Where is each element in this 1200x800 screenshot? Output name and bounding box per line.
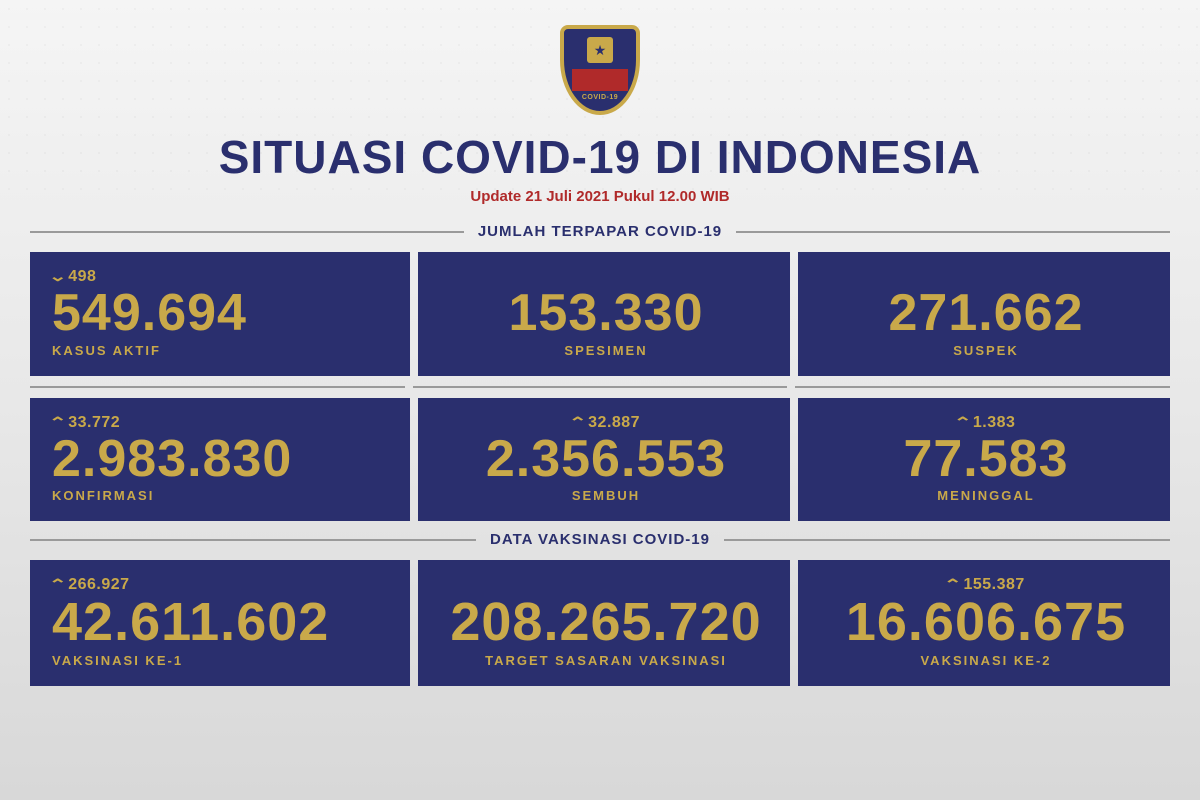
value-deaths: 77.583 [812,432,1160,487]
exposure-label: JUMLAH TERPAPAR COVID-19 [478,223,722,240]
label-dose1: VAKSINASI KE-1 [52,653,400,668]
taskforce-logo: ★ COVID-19 [560,25,640,115]
value-specimen: 153.330 [432,286,780,341]
vaccination-row: 266.927 42.611.602 VAKSINASI KE-1 208.26… [30,560,1170,686]
card-target: 208.265.720 TARGET SASARAN VAKSINASI [418,560,790,686]
chevron-up-icon [52,576,64,593]
card-specimen: 153.330 SPESIMEN [418,252,790,376]
vaccination-label: DATA VAKSINASI COVID-19 [490,531,710,548]
value-active: 549.694 [52,286,400,341]
card-confirmed: 33.772 2.983.830 KONFIRMASI [30,398,410,522]
delta-value: 266.927 [68,576,129,593]
logo-wrap: ★ COVID-19 [30,25,1170,120]
chevron-up-icon [947,576,959,593]
label-specimen: SPESIMEN [432,343,780,358]
chevron-up-icon [957,414,969,431]
divider [724,539,1170,541]
delta-value: 155.387 [963,576,1024,593]
value-dose2: 16.606.675 [812,594,1160,651]
value-confirmed: 2.983.830 [52,432,400,487]
delta-value: 32.887 [588,414,640,431]
update-timestamp: Update 21 Juli 2021 Pukul 12.00 WIB [30,188,1170,205]
delta-value: 498 [68,268,96,285]
exposure-row-2: 33.772 2.983.830 KONFIRMASI 32.887 2.356… [30,398,1170,522]
delta-deaths: 1.383 [812,414,1160,432]
card-suspect: 271.662 SUSPEK [798,252,1170,376]
card-dose2: 155.387 16.606.675 VAKSINASI KE-2 [798,560,1170,686]
garuda-icon: ★ [587,37,613,63]
delta-confirmed: 33.772 [52,414,400,432]
card-deaths: 1.383 77.583 MENINGGAL [798,398,1170,522]
delta-recovered: 32.887 [432,414,780,432]
value-dose1: 42.611.602 [52,594,400,651]
page-title: SITUASI COVID-19 DI INDONESIA [30,130,1170,184]
label-active: KASUS AKTIF [52,343,400,358]
chevron-down-icon [52,268,64,285]
card-active-cases: 498 549.694 KASUS AKTIF [30,252,410,376]
value-recovered: 2.356.553 [432,432,780,487]
card-recovered: 32.887 2.356.553 SEMBUH [418,398,790,522]
label-recovered: SEMBUH [432,488,780,503]
label-dose2: VAKSINASI KE-2 [812,653,1160,668]
label-deaths: MENINGGAL [812,488,1160,503]
dividers-row [30,386,1170,388]
divider [30,231,464,233]
value-target: 208.265.720 [432,594,780,651]
delta-value: 1.383 [973,414,1016,431]
divider [30,539,476,541]
label-target: TARGET SASARAN VAKSINASI [432,653,780,668]
chevron-up-icon [572,414,584,431]
infographic-container: ★ COVID-19 SITUASI COVID-19 DI INDONESIA… [0,0,1200,726]
delta-value: 33.772 [68,414,120,431]
value-suspect: 271.662 [812,286,1160,341]
divider [736,231,1170,233]
card-dose1: 266.927 42.611.602 VAKSINASI KE-1 [30,560,410,686]
logo-band [572,69,628,91]
exposure-heading: JUMLAH TERPAPAR COVID-19 [30,223,1170,240]
label-confirmed: KONFIRMASI [52,488,400,503]
logo-caption: COVID-19 [564,94,636,101]
vaccination-heading: DATA VAKSINASI COVID-19 [30,531,1170,548]
exposure-row-1: 498 549.694 KASUS AKTIF 153.330 SPESIMEN… [30,252,1170,376]
shield-icon: ★ COVID-19 [560,25,640,115]
label-suspect: SUSPEK [812,343,1160,358]
chevron-up-icon [52,414,64,431]
